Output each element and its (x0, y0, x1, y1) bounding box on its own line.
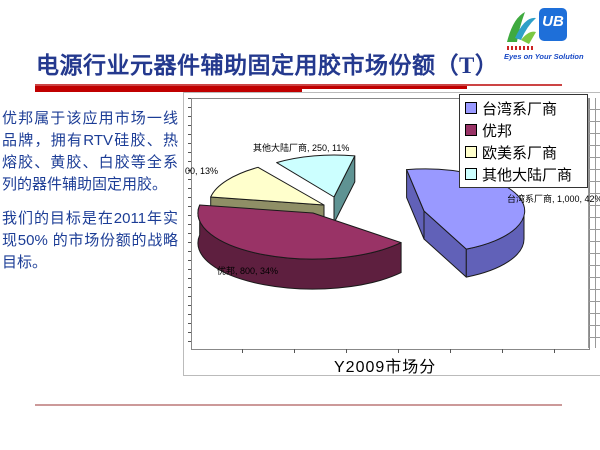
legend-swatch-youbang (465, 124, 477, 136)
right-grid-strip (588, 98, 600, 348)
chart-axis-title: Y2009市场分 (334, 359, 437, 376)
body-text-block: 优邦属于该应用市场一线品牌，拥有RTV硅胶、热熔胶、黄胶、白胶等全系列的器件辅助… (2, 108, 178, 286)
pie-chart-svg (197, 154, 526, 290)
pie-slice-youbang-top (197, 204, 402, 260)
title-divider-thin (35, 84, 562, 86)
pie-slice-oumei-top (210, 166, 325, 206)
data-label-youbang: 优邦, 800, 34% (217, 266, 279, 276)
legend-label-youbang: 优邦 (482, 122, 513, 140)
right-grid-inner-line (595, 98, 596, 348)
legend-item-taiwan: 台湾系厂商 (465, 97, 587, 119)
legend-swatch-taiwan (465, 102, 477, 114)
company-logo-green-icon (507, 12, 536, 44)
pie-slice-youbang (197, 204, 402, 290)
body-paragraph-1: 优邦属于该应用市场一线品牌，拥有RTV硅胶、热熔胶、黄胶、白胶等全系列的器件辅助… (2, 110, 178, 193)
logo-blue-square (539, 8, 567, 41)
legend-item-oumei: 欧美系厂商 (465, 141, 587, 163)
data-label-oumei: 00, 13% (185, 166, 219, 176)
logo-monogram: UB (542, 13, 564, 30)
logo-caption-marks (507, 46, 533, 50)
title-divider-thick (35, 86, 302, 92)
chart-area: 其他大陆厂商, 250, 11% 00, 13% 优邦, 800, 34% 台湾… (183, 92, 600, 376)
pie-slice-taiwan-top (406, 168, 526, 250)
bottom-divider (35, 404, 562, 406)
chart-legend: 台湾系厂商 优邦 欧美系厂商 其他大陆厂商 (459, 94, 588, 188)
legend-item-qita: 其他大陆厂商 (465, 163, 587, 185)
legend-item-youbang: 优邦 (465, 119, 587, 141)
data-label-taiwan: 台湾系厂商, 1,000, 42% (507, 194, 600, 204)
data-label-qita: 其他大陆厂商, 250, 11% (253, 143, 350, 153)
title-divider-mid (302, 86, 467, 89)
company-logo-blue-icon: UB (539, 6, 569, 46)
legend-swatch-oumei (465, 146, 477, 158)
pie-slice-taiwan (406, 168, 526, 278)
legend-swatch-qita (465, 168, 477, 180)
legend-label-taiwan: 台湾系厂商 (482, 100, 558, 118)
value-axis-ticks (188, 98, 191, 348)
legend-label-qita: 其他大陆厂商 (482, 166, 573, 184)
category-axis-ticks (191, 349, 600, 353)
pie-slice-qita-top (276, 154, 356, 198)
page-title: 电源行业元器件辅助固定用胶市场份额（T） (36, 53, 499, 78)
legend-label-oumei: 欧美系厂商 (482, 144, 558, 162)
logo-tagline: Eyes on Your Solution (504, 52, 584, 61)
body-paragraph-2: 我们的目标是在2011年实现50% 的市场份额的战略目标。 (2, 210, 178, 271)
